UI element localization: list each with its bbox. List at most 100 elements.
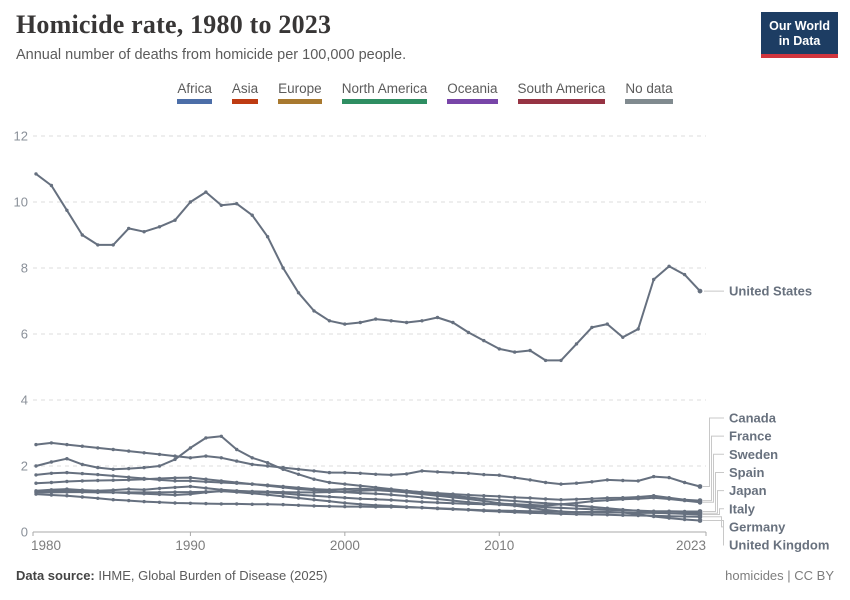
data-point-marker — [636, 479, 640, 483]
data-point-marker — [528, 500, 532, 504]
data-source: Data source: IHME, Global Burden of Dise… — [16, 568, 327, 583]
entity-label-italy[interactable]: Italy — [729, 501, 756, 516]
data-point-marker — [296, 291, 301, 295]
data-point-marker — [590, 505, 594, 509]
series-line-canada[interactable] — [34, 441, 703, 489]
data-point-marker — [111, 447, 115, 452]
data-point-marker — [127, 475, 131, 479]
entity-label-germany[interactable]: Germany — [729, 519, 786, 534]
data-point-marker — [127, 226, 131, 231]
data-point-marker — [590, 480, 594, 484]
data-point-marker — [49, 480, 54, 485]
data-point-marker — [157, 225, 162, 229]
data-point-marker — [374, 503, 378, 507]
data-point-marker — [281, 485, 285, 490]
series-line-united-kingdom[interactable] — [34, 488, 703, 523]
data-point-marker — [219, 489, 223, 493]
series-end-dot — [697, 518, 703, 523]
data-point-marker — [250, 502, 254, 506]
series-path — [35, 489, 701, 518]
entity-label-united-states[interactable]: United States — [729, 284, 812, 299]
data-point-marker — [173, 454, 177, 458]
legend-item-no-data[interactable]: No data — [625, 81, 673, 104]
series-line-united-states[interactable] — [34, 172, 703, 363]
legend-label: South America — [517, 81, 606, 96]
legend-swatch — [447, 99, 498, 104]
data-point-marker — [528, 511, 532, 515]
series-path — [35, 489, 701, 522]
data-point-marker — [250, 489, 254, 494]
data-point-marker — [96, 478, 100, 483]
legend-item-europe[interactable]: Europe — [278, 81, 322, 104]
data-point-marker — [636, 497, 640, 501]
series-end-dot — [697, 484, 703, 489]
data-point-marker — [188, 456, 193, 460]
data-point-marker — [374, 488, 378, 492]
data-point-marker — [451, 498, 455, 503]
data-point-marker — [652, 277, 656, 282]
data-point-marker — [312, 498, 316, 502]
legend-swatch — [231, 99, 259, 104]
data-point-marker — [327, 480, 332, 485]
data-point-marker — [605, 322, 609, 326]
data-point-marker — [204, 480, 208, 484]
data-point-marker — [235, 480, 239, 485]
data-point-marker — [265, 484, 270, 488]
y-axis-tick-label: 4 — [21, 393, 28, 408]
data-point-marker — [482, 501, 486, 506]
label-connector — [703, 471, 724, 512]
data-point-marker — [96, 465, 100, 470]
legend-item-north-america[interactable]: North America — [341, 81, 428, 104]
legend-item-south-america[interactable]: South America — [517, 81, 606, 104]
legend-item-africa[interactable]: Africa — [177, 81, 212, 104]
label-connector — [703, 453, 724, 503]
data-point-marker — [420, 495, 424, 500]
data-point-marker — [543, 511, 548, 515]
legend-item-asia[interactable]: Asia — [231, 81, 259, 104]
data-point-marker — [34, 464, 38, 468]
data-point-marker — [250, 213, 254, 217]
data-point-marker — [389, 504, 393, 508]
owid-logo[interactable]: Our World in Data — [761, 12, 838, 58]
data-point-marker — [358, 497, 362, 501]
data-point-marker — [235, 502, 239, 506]
data-point-marker — [173, 490, 177, 494]
data-point-marker — [466, 330, 471, 335]
data-point-marker — [312, 490, 316, 495]
entity-label-sweden[interactable]: Sweden — [729, 447, 778, 462]
data-point-marker — [343, 504, 347, 509]
data-point-marker — [574, 501, 579, 505]
data-point-marker — [235, 489, 239, 493]
data-point-marker — [497, 494, 501, 499]
data-point-marker — [528, 506, 532, 510]
data-point-marker — [49, 493, 54, 497]
label-connector — [703, 520, 724, 546]
data-point-marker — [296, 472, 301, 476]
data-point-marker — [559, 358, 563, 363]
legend-item-oceania[interactable]: Oceania — [447, 81, 498, 104]
data-point-marker — [265, 235, 270, 239]
entity-label-spain[interactable]: Spain — [729, 465, 764, 480]
data-point-marker — [605, 478, 609, 482]
data-point-marker — [466, 508, 471, 512]
data-point-marker — [667, 516, 671, 520]
data-point-marker — [513, 495, 517, 500]
series-line-italy[interactable] — [34, 434, 703, 517]
entity-label-united-kingdom[interactable]: United Kingdom — [729, 538, 829, 553]
data-point-marker — [451, 320, 455, 325]
entity-label-canada[interactable]: Canada — [729, 411, 777, 426]
data-point-marker — [559, 506, 563, 510]
entity-label-france[interactable]: France — [729, 429, 772, 444]
data-point-marker — [682, 498, 687, 503]
data-point-marker — [451, 501, 455, 505]
data-point-marker — [327, 319, 332, 323]
data-point-marker — [219, 502, 223, 506]
data-point-marker — [374, 492, 378, 496]
data-point-marker — [435, 494, 440, 498]
data-point-marker — [528, 478, 532, 482]
license-note[interactable]: homicides | CC BY — [725, 568, 834, 583]
data-point-marker — [204, 486, 208, 490]
entity-label-japan[interactable]: Japan — [729, 483, 767, 498]
data-point-marker — [621, 335, 625, 339]
data-point-marker — [127, 487, 131, 491]
